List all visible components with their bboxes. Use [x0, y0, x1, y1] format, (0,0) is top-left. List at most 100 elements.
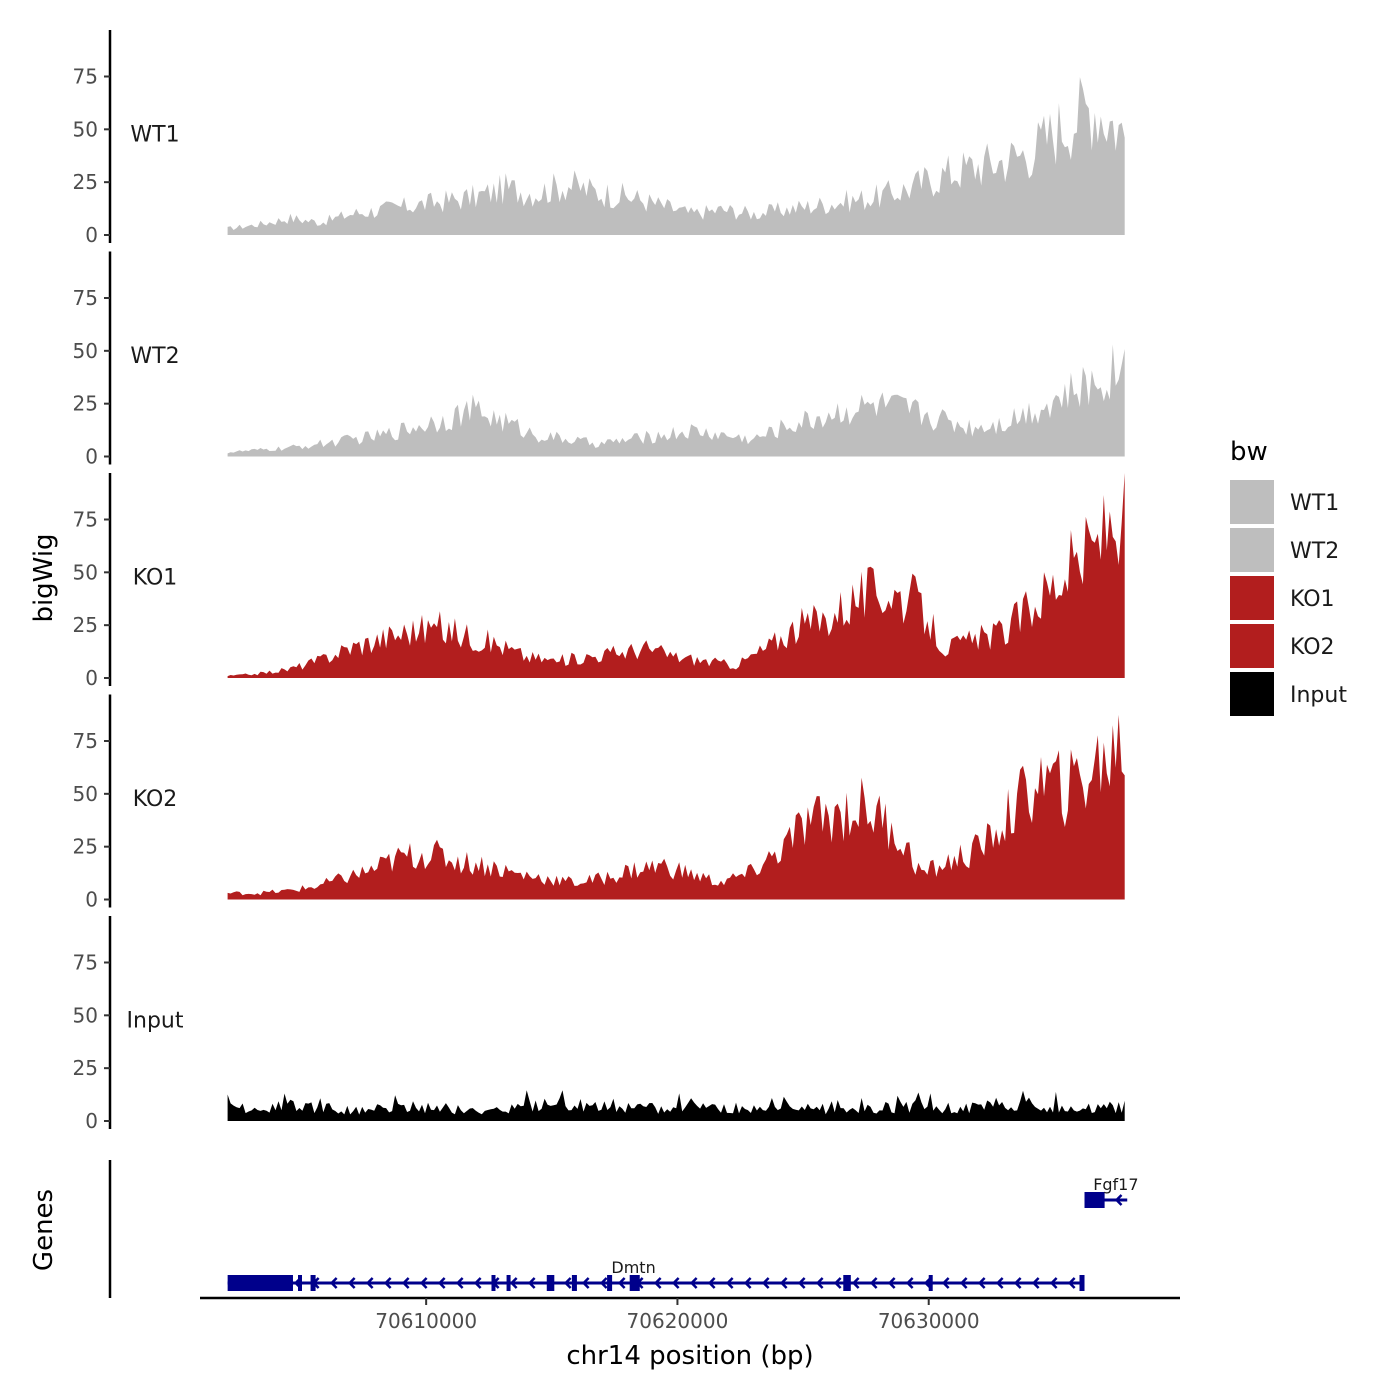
- gene-dmtn: Dmtn: [227, 1258, 1085, 1291]
- strand-arrow: [347, 1277, 356, 1289]
- y-tick-label: 50: [73, 339, 98, 363]
- y-tick-label: 75: [73, 729, 98, 753]
- strand-arrow: [941, 1277, 950, 1289]
- strand-arrow: [365, 1277, 374, 1289]
- strand-arrow: [617, 1277, 626, 1289]
- legend-swatch: [1230, 624, 1274, 668]
- strand-arrow: [905, 1277, 914, 1289]
- strand-arrow: [581, 1277, 590, 1289]
- track-input: 0 25 50 75 Input: [73, 916, 1125, 1133]
- coverage-area-wt2: [227, 344, 1125, 457]
- y-tick-label: 75: [73, 507, 98, 531]
- y-tick-label: 0: [85, 666, 98, 690]
- y-tick-label: 25: [73, 835, 98, 859]
- y-axis-title: bigWig: [29, 533, 59, 622]
- strand-arrow: [455, 1277, 464, 1289]
- strand-arrow: [977, 1277, 986, 1289]
- exon: [1084, 1192, 1105, 1208]
- x-tick-label: 70610000: [375, 1309, 477, 1333]
- strand-arrow: [401, 1277, 410, 1289]
- exon: [607, 1275, 613, 1291]
- coverage-area-ko2: [227, 714, 1125, 900]
- y-tick-label: 0: [85, 888, 98, 912]
- coverage-area-wt1: [227, 77, 1125, 235]
- legend-label: WT2: [1290, 539, 1339, 564]
- genes-panel: Dmtn Fgf17: [108, 1160, 1139, 1298]
- strand-arrow: [689, 1277, 698, 1289]
- exon: [1079, 1275, 1085, 1291]
- strand-arrow: [887, 1277, 896, 1289]
- legend-swatch: [1230, 576, 1274, 620]
- gene-fgf17: Fgf17: [1084, 1175, 1139, 1208]
- legend-item-ko2: KO2: [1230, 624, 1335, 668]
- exon: [491, 1275, 496, 1291]
- legend-swatch: [1230, 528, 1274, 572]
- y-tick-label: 25: [73, 1056, 98, 1080]
- strand-arrow: [599, 1277, 608, 1289]
- strand-arrow: [851, 1277, 860, 1289]
- x-axis: 70610000 70620000 70630000: [200, 1296, 1180, 1333]
- legend-swatch: [1230, 672, 1274, 716]
- strand-arrow: [1067, 1277, 1076, 1289]
- exon: [506, 1275, 511, 1291]
- legend-item-ko1: KO1: [1230, 576, 1335, 620]
- y-tick-label: 0: [85, 1109, 98, 1133]
- track-label: KO1: [133, 566, 178, 591]
- strand-arrow: [509, 1277, 518, 1289]
- exon: [629, 1275, 640, 1291]
- y-tick-label: 25: [73, 392, 98, 416]
- strand-arrow: [833, 1277, 842, 1289]
- strand-arrow: [959, 1277, 968, 1289]
- legend-label: Input: [1290, 683, 1347, 708]
- strand-arrow: [869, 1277, 878, 1289]
- strand-arrow: [419, 1277, 428, 1289]
- track-wt2: 0 25 50 75 WT2: [73, 251, 1125, 469]
- track-label: KO2: [133, 787, 178, 812]
- exon: [310, 1275, 316, 1291]
- y-tick-label: 0: [85, 445, 98, 469]
- y-tick-label: 25: [73, 613, 98, 637]
- strand-arrow: [761, 1277, 770, 1289]
- strand-arrow: [563, 1277, 572, 1289]
- x-tick-label: 70630000: [878, 1309, 980, 1333]
- strand-arrow: [815, 1277, 824, 1289]
- track-label: WT1: [130, 123, 179, 148]
- y-tick-label: 50: [73, 782, 98, 806]
- y-tick-label: 0: [85, 223, 98, 247]
- strand-arrow: [707, 1277, 716, 1289]
- strand-arrow: [671, 1277, 680, 1289]
- coverage-area-ko1: [227, 473, 1125, 678]
- strand-arrow: [995, 1277, 1004, 1289]
- strand-arrow: [797, 1277, 806, 1289]
- tracks-layer: 0 25 50 75 WT1 0 25 50 75 WT2 0 25 50 75 KO1 0 25 50 75 KO2…: [73, 30, 1125, 1133]
- legend-label: KO2: [1290, 635, 1335, 660]
- strand-arrow: [1114, 1194, 1123, 1206]
- gene-label: Fgf17: [1093, 1175, 1138, 1194]
- strand-arrow: [383, 1277, 392, 1289]
- exon: [928, 1275, 933, 1291]
- exon: [571, 1275, 577, 1291]
- coverage-area-input: [227, 1090, 1125, 1121]
- strand-arrow: [743, 1277, 752, 1289]
- track-label: Input: [127, 1009, 184, 1034]
- x-tick-label: 70620000: [627, 1309, 729, 1333]
- legend-item-wt1: WT1: [1230, 480, 1339, 524]
- y-tick-label: 75: [73, 64, 98, 88]
- strand-arrow: [1013, 1277, 1022, 1289]
- track-ko1: 0 25 50 75 KO1: [73, 473, 1125, 690]
- exon: [227, 1275, 293, 1291]
- legend-item-input: Input: [1230, 672, 1347, 716]
- strand-arrow: [437, 1277, 446, 1289]
- strand-arrow: [725, 1277, 734, 1289]
- legend-swatch: [1230, 480, 1274, 524]
- y-tick-label: 50: [73, 560, 98, 584]
- legend-item-wt2: WT2: [1230, 528, 1339, 572]
- legend-title: bw: [1230, 437, 1268, 467]
- genes-axis-title: Genes: [29, 1189, 59, 1271]
- legend-label: WT1: [1290, 491, 1339, 516]
- exon: [546, 1275, 555, 1291]
- strand-arrow: [329, 1277, 338, 1289]
- y-tick-label: 50: [73, 117, 98, 141]
- track-label: WT2: [130, 344, 179, 369]
